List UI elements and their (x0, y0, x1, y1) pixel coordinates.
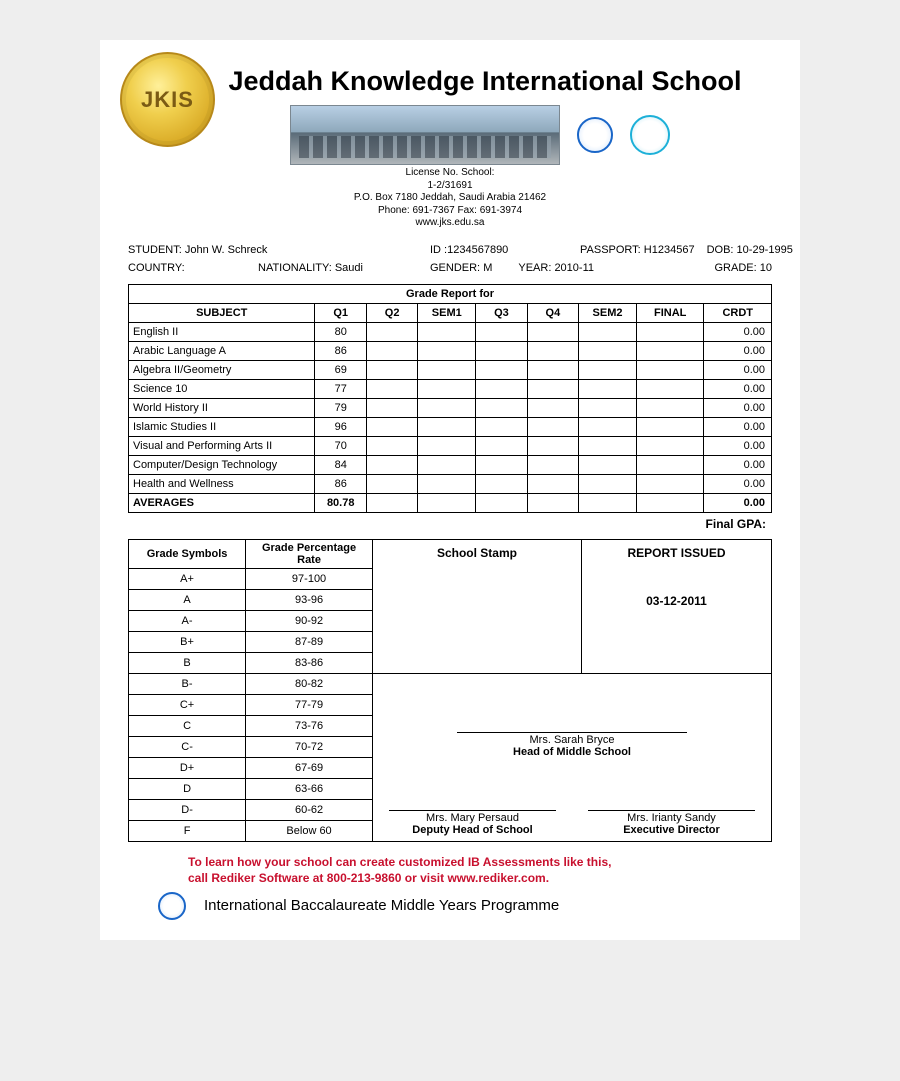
scale-row: A-90-92 (129, 610, 373, 631)
license-label: License No. School: (128, 167, 772, 180)
grade-row: Health and Wellness860.00 (129, 474, 772, 493)
grade-row: World History II790.00 (129, 398, 772, 417)
lower-section: Grade Symbols Grade Percentage Rate A+97… (128, 539, 772, 842)
signature-head: Mrs. Sarah Bryce Head of Middle School (373, 732, 771, 758)
grade-row: Computer/Design Technology840.00 (129, 455, 772, 474)
grade-column-header: SEM2 (579, 303, 637, 322)
grade-report-table: Grade Report for SUBJECTQ1Q2SEM1Q3Q4SEM2… (128, 284, 772, 513)
grade-report-title: Grade Report for (129, 284, 772, 303)
school-name: Jeddah Knowledge International School (128, 52, 772, 97)
student-info: STUDENT: John W. Schreck ID :1234567890 … (128, 244, 772, 274)
scale-row: C+77-79 (129, 694, 373, 715)
student-dob-field: DOB: 10-29-1995 (707, 244, 793, 256)
scale-row: A+97-100 (129, 568, 373, 589)
footer-programme: International Baccalaureate Middle Years… (158, 892, 772, 920)
scale-row: B+87-89 (129, 631, 373, 652)
scale-header-symbol: Grade Symbols (129, 539, 246, 568)
report-issued-date: 03-12-2011 (582, 594, 771, 608)
school-phone-fax: Phone: 691-7367 Fax: 691-3974 (128, 205, 772, 218)
report-card-page: JKIS Jeddah Knowledge International Scho… (100, 40, 800, 940)
ib-logo-icon (577, 117, 613, 153)
final-gpa-label: Final GPA: (128, 517, 766, 531)
scale-row: B83-86 (129, 652, 373, 673)
grade-row: Islamic Studies II960.00 (129, 417, 772, 436)
license-number: 1-2/31691 (128, 180, 772, 193)
signature-deputy: Mrs. Mary Persaud Deputy Head of School (373, 810, 572, 836)
header: JKIS Jeddah Knowledge International Scho… (128, 52, 772, 230)
grade-column-header: Q3 (476, 303, 527, 322)
report-issued-box: REPORT ISSUED 03-12-2011 (582, 540, 771, 674)
grade-column-header: Q1 (315, 303, 366, 322)
header-images (128, 105, 772, 165)
scale-row: A93-96 (129, 589, 373, 610)
student-year-field: YEAR: 2010-11 (518, 262, 594, 274)
student-country-field: COUNTRY: (128, 262, 228, 274)
school-logo-icon: JKIS (120, 52, 215, 147)
student-passport-field: PASSPORT: H1234567 (580, 244, 695, 256)
grade-scale-table: Grade Symbols Grade Percentage Rate A+97… (128, 539, 373, 842)
grade-column-header: SUBJECT (129, 303, 315, 322)
license-info: License No. School: 1-2/31691 P.O. Box 7… (128, 167, 772, 230)
grade-row: Science 10770.00 (129, 379, 772, 398)
student-nationality-field: NATIONALITY: Saudi (258, 262, 388, 274)
scale-row: D+67-69 (129, 757, 373, 778)
school-stamp-box: School Stamp (373, 540, 582, 674)
signature-area: Mrs. Sarah Bryce Head of Middle School M… (373, 674, 771, 842)
grade-row: Arabic Language A860.00 (129, 341, 772, 360)
grade-row: Algebra II/Geometry690.00 (129, 360, 772, 379)
promo-text: To learn how your school can create cust… (188, 854, 772, 886)
signature-director: Mrs. Irianty Sandy Executive Director (572, 810, 771, 836)
grade-column-header: FINAL (636, 303, 704, 322)
cis-logo-icon (630, 115, 670, 155)
grade-column-header: Q4 (527, 303, 578, 322)
scale-row: D-60-62 (129, 799, 373, 820)
logo-text: JKIS (141, 87, 194, 113)
student-name-field: STUDENT: John W. Schreck (128, 244, 340, 256)
scale-row: D63-66 (129, 778, 373, 799)
scale-row: B-80-82 (129, 673, 373, 694)
grade-column-header: Q2 (366, 303, 417, 322)
scale-row: C-70-72 (129, 736, 373, 757)
grade-column-header: CRDT (704, 303, 772, 322)
grade-column-header: SEM1 (418, 303, 476, 322)
stamp-and-signatures: School Stamp REPORT ISSUED 03-12-2011 Mr… (373, 539, 772, 842)
school-address: P.O. Box 7180 Jeddah, Saudi Arabia 21462 (128, 192, 772, 205)
student-grade-field: GRADE: 10 (715, 262, 773, 274)
student-id-field: ID :1234567890 (430, 244, 570, 256)
building-image (290, 105, 560, 165)
scale-row: FBelow 60 (129, 820, 373, 841)
ib-logo-small-icon (158, 892, 186, 920)
scale-header-rate: Grade Percentage Rate (246, 539, 373, 568)
scale-row: C73-76 (129, 715, 373, 736)
grade-row: Visual and Performing Arts II700.00 (129, 436, 772, 455)
student-gender-field: GENDER: M (430, 262, 492, 274)
school-website: www.jks.edu.sa (128, 217, 772, 230)
grade-row: English II800.00 (129, 322, 772, 341)
